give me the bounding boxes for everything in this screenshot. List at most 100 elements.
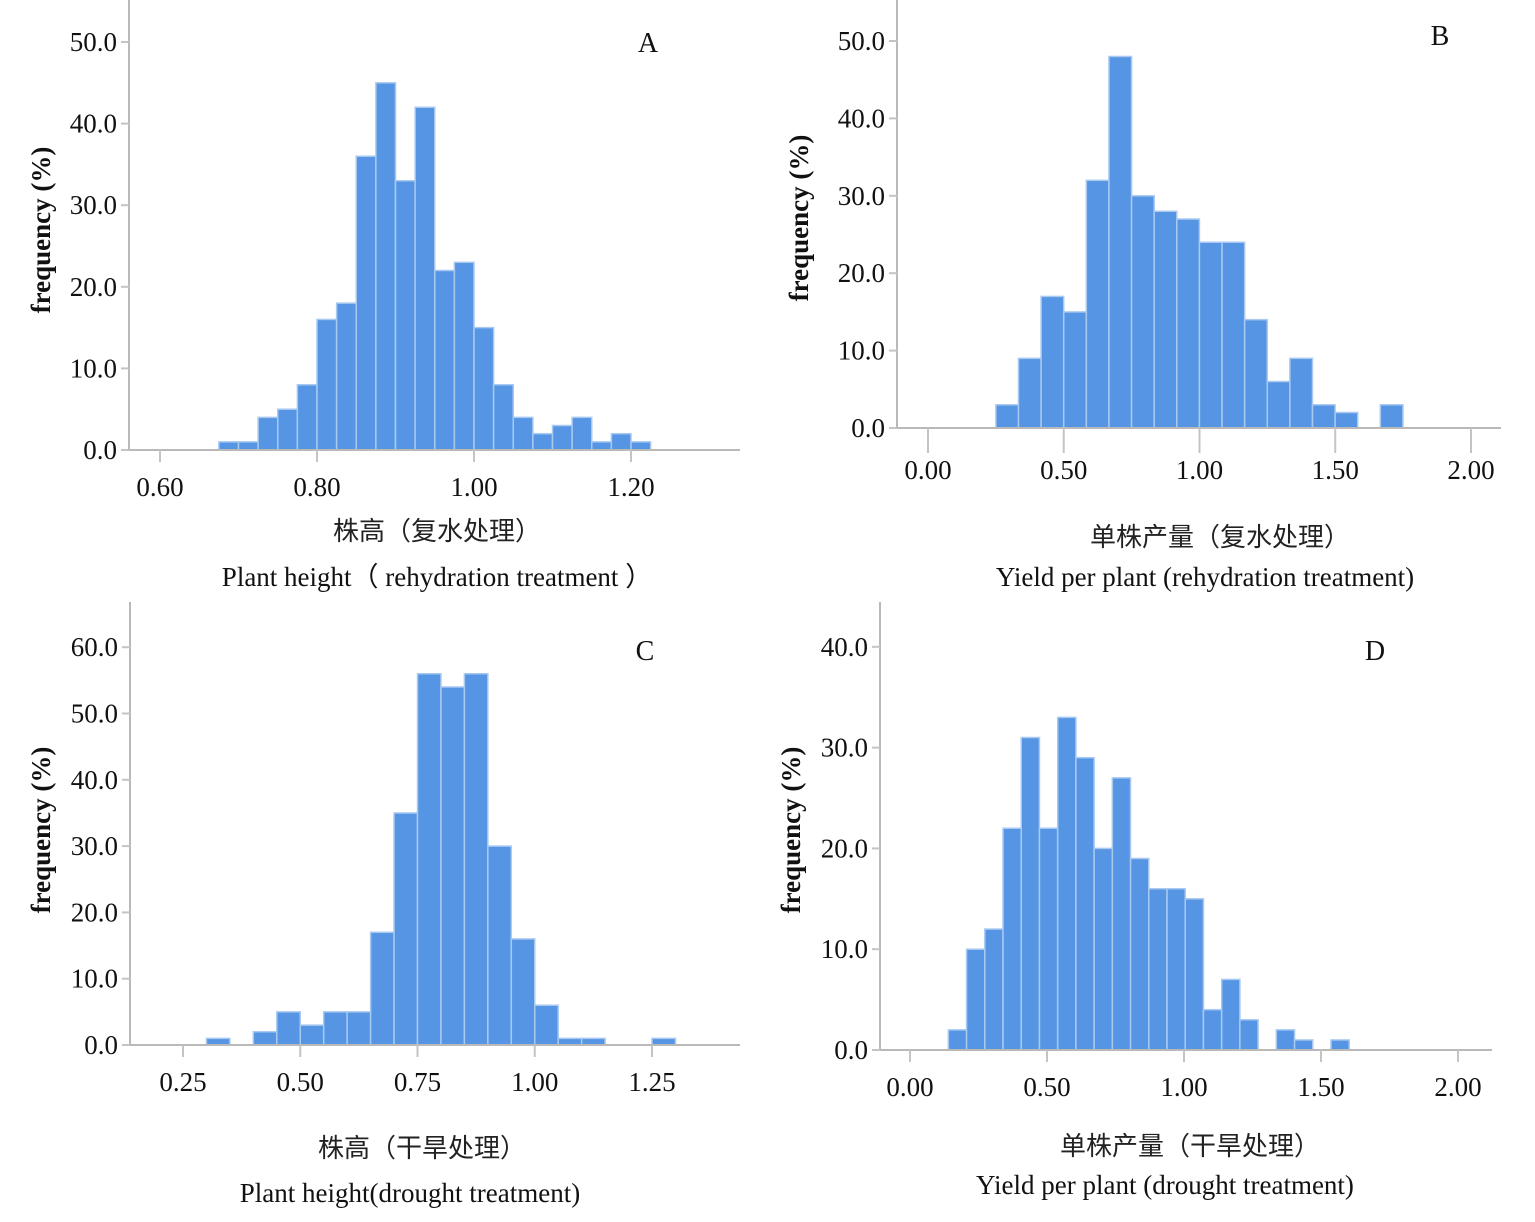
y-tick-label: 60.0: [71, 632, 118, 662]
y-axis-title: frequency (%): [26, 747, 56, 914]
histogram-bar: [355, 155, 377, 451]
histogram-bar: [1330, 1039, 1350, 1051]
histogram-bar: [416, 672, 442, 1046]
histogram-bar: [571, 416, 593, 451]
histogram-bar: [1038, 827, 1059, 1051]
x-tick-label: 1.00: [1176, 455, 1223, 485]
x-tick-label: 0.75: [394, 1067, 441, 1097]
histogram-bar: [369, 931, 395, 1046]
histogram-bar: [299, 1024, 325, 1046]
histogram-bar: [1020, 736, 1041, 1051]
x-axis-title-chinese: 单株产量（复水处理）: [1090, 523, 1350, 553]
histogram-bar: [947, 1029, 968, 1051]
x-tick-label: 0.50: [277, 1067, 324, 1097]
x-tick-label: 0.50: [1023, 1072, 1070, 1102]
histogram-bar: [1266, 380, 1291, 429]
y-tick-label: 30.0: [70, 190, 117, 220]
x-tick-label: 1.20: [607, 472, 654, 502]
x-tick-label: 2.00: [1447, 455, 1494, 485]
histogram-bar: [1075, 756, 1095, 1051]
histogram-bar: [453, 261, 475, 451]
y-tick-label: 50.0: [71, 699, 118, 729]
histogram-bar: [1239, 1019, 1259, 1051]
histogram-bar: [276, 1011, 301, 1046]
histogram-bar: [512, 416, 534, 451]
y-tick-label: 10.0: [71, 964, 118, 994]
x-tick-label: 1.00: [450, 472, 497, 502]
histogram-bar: [1220, 978, 1241, 1051]
histogram-bar: [393, 812, 419, 1046]
panel-letter: B: [1431, 21, 1450, 52]
y-tick-label: 30.0: [821, 733, 868, 763]
y-tick-label: 40.0: [71, 765, 118, 795]
y-axis-title: frequency (%): [784, 135, 814, 302]
x-tick-label: 0.00: [904, 455, 951, 485]
histogram-bar: [610, 432, 632, 451]
x-tick-label: 1.50: [1312, 455, 1359, 485]
chart-panel-d: 0.0 10.0 20.0 30.0 40.0 0.00 0.50 1.00 1.50 2.00 D…: [776, 602, 1492, 1200]
x-tick-label: 0.25: [159, 1067, 206, 1097]
chart-panel-c: 0.0 10.0 20.0 30.0 40.0 50.0 60.0 0.25 0.50 0.75 1…: [26, 602, 740, 1208]
x-axis-title-english: Yield per plant (rehydration treatment): [996, 562, 1414, 592]
histogram-bar: [257, 416, 279, 451]
y-tick-label: 0.0: [84, 1030, 118, 1060]
x-tick-label: 0.60: [136, 472, 183, 502]
y-tick-label: 50.0: [838, 26, 885, 56]
histogram-bar: [534, 1004, 559, 1046]
x-axis-title-english: Yield per plant (drought treatment): [976, 1170, 1354, 1200]
histogram-bar: [252, 1030, 278, 1046]
histogram-bar: [995, 404, 1020, 429]
histogram-bar: [1062, 311, 1088, 429]
x-axis-title-chinese: 株高（复水处理）: [333, 517, 541, 547]
x-tick-label: 0.00: [886, 1072, 933, 1102]
histogram-bar: [335, 302, 358, 451]
y-tick-label: 30.0: [71, 831, 118, 861]
x-axis-title-chinese: 株高（干旱处理）: [318, 1134, 526, 1164]
chart-panel-a: 0.0 10.0 20.0 30.0 40.0 50.0 0.60 0.80 1.00 1.20 A…: [26, 0, 740, 592]
y-tick-label: 20.0: [70, 272, 117, 302]
histogram-bar: [492, 383, 515, 451]
histogram-bar: [591, 441, 613, 451]
histogram-bar: [218, 441, 240, 451]
y-tick-label: 20.0: [821, 833, 868, 863]
histogram-bar: [1111, 777, 1132, 1051]
histogram-bar: [440, 686, 466, 1046]
histogram-bar: [1017, 357, 1042, 429]
x-axis-title-english: Plant height（ rehydration treatment ）: [222, 562, 652, 592]
histogram-bar: [1311, 404, 1336, 429]
y-tick-label: 10.0: [821, 934, 868, 964]
histogram-bar: [316, 318, 338, 451]
y-tick-label: 30.0: [838, 181, 885, 211]
chart-panel-b: 0.0 10.0 20.0 30.0 40.0 50.0 0.00 0.50 1.00 1.50 2…: [784, 0, 1501, 592]
y-tick-label: 0.0: [83, 435, 117, 465]
histogram-bar: [1289, 357, 1314, 429]
histogram-bar: [346, 1011, 372, 1046]
y-axis-title: frequency (%): [26, 147, 56, 314]
histogram-bar: [1093, 847, 1114, 1051]
x-tick-label: 2.00: [1434, 1072, 1481, 1102]
y-tick-label: 10.0: [70, 353, 117, 383]
histogram-bar: [1148, 887, 1168, 1051]
histogram-bar: [1198, 241, 1223, 429]
y-tick-label: 20.0: [838, 258, 885, 288]
y-tick-label: 40.0: [821, 632, 868, 662]
histogram-bar: [965, 948, 986, 1051]
histogram-bar: [1334, 411, 1359, 429]
histogram-bar: [1221, 241, 1246, 429]
histogram-bar: [296, 383, 318, 451]
histogram-bar: [1166, 887, 1186, 1051]
histogram-bar: [487, 845, 513, 1046]
histogram-bar: [1040, 295, 1065, 429]
histogram-bar: [237, 441, 259, 451]
panel-letter: D: [1365, 636, 1385, 667]
x-axis-title-chinese: 单株产量（干旱处理）: [1060, 1132, 1320, 1162]
y-tick-label: 0.0: [834, 1035, 868, 1065]
x-tick-label: 1.50: [1297, 1072, 1344, 1102]
x-tick-label: 1.00: [511, 1067, 558, 1097]
histogram-bar: [1002, 827, 1022, 1051]
histogram-bar: [1184, 898, 1205, 1051]
histogram-bar: [1085, 179, 1110, 429]
histogram-bar: [984, 928, 1004, 1051]
x-tick-label: 1.25: [628, 1067, 675, 1097]
